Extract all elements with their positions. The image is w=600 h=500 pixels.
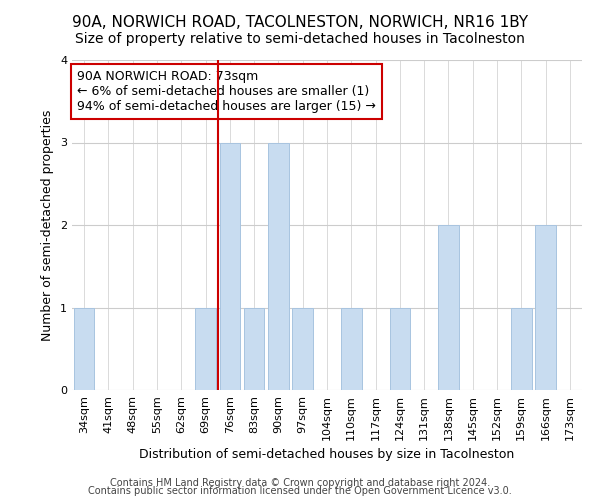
Y-axis label: Number of semi-detached properties: Number of semi-detached properties [41, 110, 55, 340]
X-axis label: Distribution of semi-detached houses by size in Tacolneston: Distribution of semi-detached houses by … [139, 448, 515, 461]
Bar [511, 308, 532, 390]
Text: Size of property relative to semi-detached houses in Tacolneston: Size of property relative to semi-detach… [75, 32, 525, 46]
Bar [535, 225, 556, 390]
Bar [195, 308, 216, 390]
Bar [438, 225, 459, 390]
Bar [389, 308, 410, 390]
Bar [292, 308, 313, 390]
Text: 90A, NORWICH ROAD, TACOLNESTON, NORWICH, NR16 1BY: 90A, NORWICH ROAD, TACOLNESTON, NORWICH,… [72, 15, 528, 30]
Text: 90A NORWICH ROAD: 73sqm
← 6% of semi-detached houses are smaller (1)
94% of semi: 90A NORWICH ROAD: 73sqm ← 6% of semi-det… [77, 70, 376, 113]
Text: Contains HM Land Registry data © Crown copyright and database right 2024.: Contains HM Land Registry data © Crown c… [110, 478, 490, 488]
Bar [268, 142, 289, 390]
Bar [220, 142, 240, 390]
Text: Contains public sector information licensed under the Open Government Licence v3: Contains public sector information licen… [88, 486, 512, 496]
Bar [74, 308, 94, 390]
Bar [341, 308, 362, 390]
Bar [244, 308, 265, 390]
